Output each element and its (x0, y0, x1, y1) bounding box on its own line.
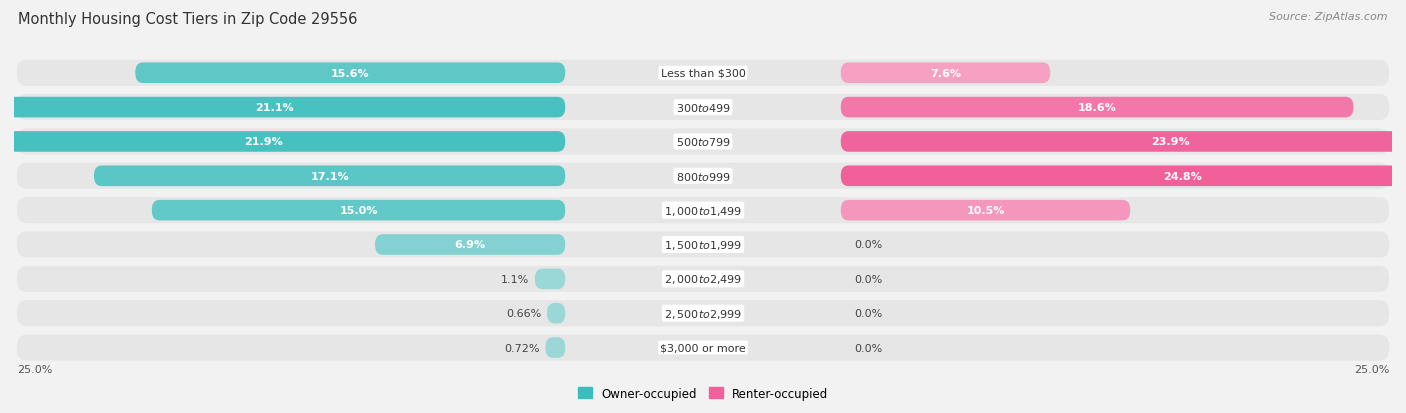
FancyBboxPatch shape (841, 132, 1406, 152)
FancyBboxPatch shape (17, 335, 1389, 361)
FancyBboxPatch shape (17, 61, 1389, 87)
FancyBboxPatch shape (841, 97, 1354, 118)
Text: 18.6%: 18.6% (1077, 103, 1116, 113)
Text: 21.9%: 21.9% (245, 137, 283, 147)
FancyBboxPatch shape (17, 163, 1389, 190)
Text: 0.0%: 0.0% (855, 343, 883, 353)
Text: $1,000 to $1,499: $1,000 to $1,499 (664, 204, 742, 217)
FancyBboxPatch shape (17, 129, 1389, 155)
Text: $2,000 to $2,499: $2,000 to $2,499 (664, 273, 742, 286)
Text: $1,500 to $1,999: $1,500 to $1,999 (664, 238, 742, 252)
Text: 10.5%: 10.5% (966, 206, 1005, 216)
FancyBboxPatch shape (17, 95, 1389, 121)
Text: 6.9%: 6.9% (454, 240, 485, 250)
FancyBboxPatch shape (375, 235, 565, 255)
FancyBboxPatch shape (17, 300, 1389, 326)
Text: 25.0%: 25.0% (17, 364, 52, 374)
Text: 7.6%: 7.6% (929, 69, 962, 78)
Text: 15.6%: 15.6% (330, 69, 370, 78)
FancyBboxPatch shape (17, 266, 1389, 292)
FancyBboxPatch shape (94, 166, 565, 187)
Text: 21.1%: 21.1% (254, 103, 294, 113)
FancyBboxPatch shape (534, 269, 565, 290)
Text: 1.1%: 1.1% (501, 274, 530, 284)
FancyBboxPatch shape (0, 97, 565, 118)
Text: 0.0%: 0.0% (855, 309, 883, 318)
Text: $500 to $799: $500 to $799 (675, 136, 731, 148)
Text: $800 to $999: $800 to $999 (675, 171, 731, 183)
FancyBboxPatch shape (17, 232, 1389, 258)
Text: Monthly Housing Cost Tiers in Zip Code 29556: Monthly Housing Cost Tiers in Zip Code 2… (18, 12, 357, 27)
Text: $2,500 to $2,999: $2,500 to $2,999 (664, 307, 742, 320)
Text: 0.0%: 0.0% (855, 240, 883, 250)
FancyBboxPatch shape (135, 63, 565, 84)
Text: 24.8%: 24.8% (1163, 171, 1202, 181)
Text: Less than $300: Less than $300 (661, 69, 745, 78)
FancyBboxPatch shape (546, 337, 565, 358)
Text: 25.0%: 25.0% (1354, 364, 1389, 374)
Text: 23.9%: 23.9% (1150, 137, 1189, 147)
FancyBboxPatch shape (17, 197, 1389, 224)
FancyBboxPatch shape (0, 132, 565, 152)
Legend: Owner-occupied, Renter-occupied: Owner-occupied, Renter-occupied (572, 382, 834, 404)
Text: 17.1%: 17.1% (311, 171, 349, 181)
FancyBboxPatch shape (841, 200, 1130, 221)
Text: 0.0%: 0.0% (855, 274, 883, 284)
FancyBboxPatch shape (152, 200, 565, 221)
Text: Source: ZipAtlas.com: Source: ZipAtlas.com (1270, 12, 1388, 22)
FancyBboxPatch shape (841, 63, 1050, 84)
FancyBboxPatch shape (841, 166, 1406, 187)
Text: 0.66%: 0.66% (506, 309, 541, 318)
Text: $3,000 or more: $3,000 or more (661, 343, 745, 353)
Text: 0.72%: 0.72% (505, 343, 540, 353)
Text: 15.0%: 15.0% (339, 206, 378, 216)
FancyBboxPatch shape (547, 303, 565, 324)
Text: $300 to $499: $300 to $499 (675, 102, 731, 114)
